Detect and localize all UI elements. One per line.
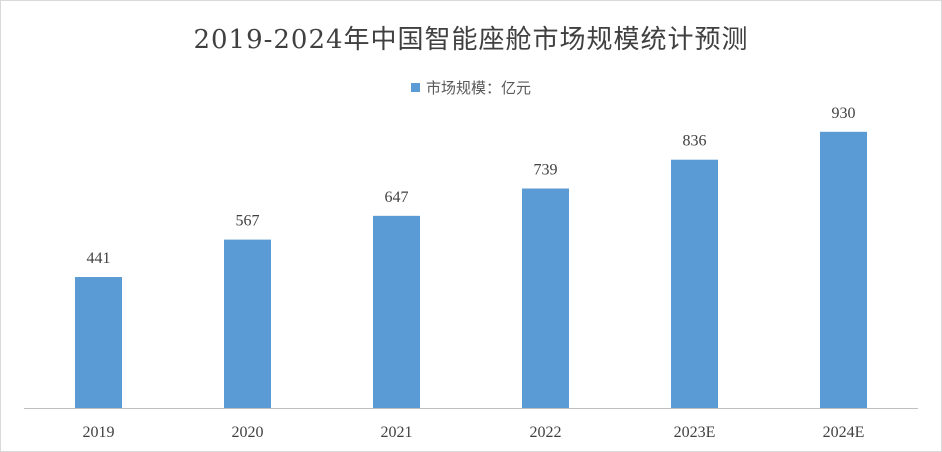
- bar-2019: [75, 277, 122, 408]
- bar-2020: [224, 239, 271, 408]
- x-tick-label-2023E: 2023E: [674, 424, 716, 441]
- value-label-2019: 441: [87, 250, 111, 267]
- x-tick-label-2019: 2019: [83, 424, 115, 441]
- value-label-2020: 567: [236, 213, 260, 230]
- bar-2024E: [820, 131, 867, 409]
- chart-title: 2019-2024年中国智能座舱市场规模统计预测: [193, 25, 749, 55]
- x-tick-label-2020: 2020: [232, 424, 264, 441]
- x-tick-label-2024E: 2024E: [823, 424, 865, 441]
- bar-2021: [373, 215, 420, 408]
- bar-2023E: [671, 159, 718, 408]
- value-label-2024E: 930: [832, 105, 856, 122]
- legend-swatch: [410, 83, 420, 92]
- legend-label: 市场规模：亿元: [425, 79, 531, 97]
- value-label-2021: 647: [385, 189, 409, 206]
- chart-legend: 市场规模：亿元: [1, 77, 941, 98]
- x-tick-label-2022: 2022: [530, 424, 562, 441]
- bar-2022: [522, 188, 569, 408]
- value-label-2023E: 836: [683, 133, 707, 150]
- value-label-2022: 739: [534, 162, 558, 179]
- x-tick-label-2021: 2021: [381, 424, 413, 441]
